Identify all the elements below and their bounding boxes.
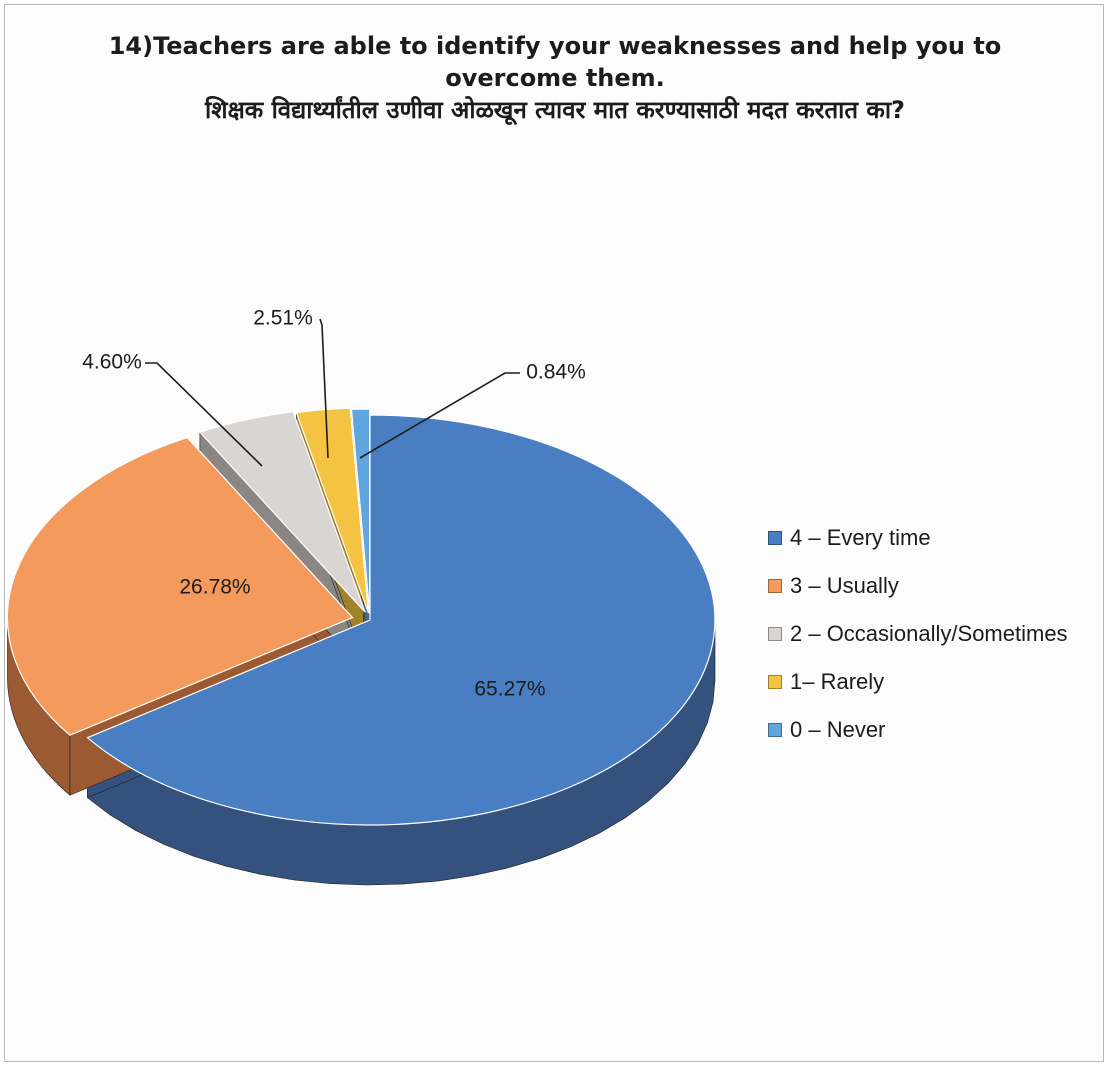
legend-item-1: 3 – Usually bbox=[768, 562, 1068, 610]
legend-label-1: 3 – Usually bbox=[790, 573, 899, 598]
legend-swatch-4 bbox=[768, 723, 782, 737]
leader-line-4 bbox=[359, 372, 520, 459]
legend-item-3: 1– Rarely bbox=[768, 658, 1068, 706]
chart-title: 14)Teachers are able to identify your we… bbox=[60, 30, 1050, 126]
legend-label-3: 1– Rarely bbox=[790, 669, 885, 694]
legend-label-2: 2 – Occasionally/Sometimes bbox=[790, 621, 1068, 646]
legend-item-0: 4 – Every time bbox=[768, 514, 1068, 562]
legend-label-4: 0 – Never bbox=[790, 717, 886, 742]
legend-label-0: 4 – Every time bbox=[790, 525, 931, 550]
legend-swatch-3 bbox=[768, 675, 782, 689]
slice-3-top bbox=[295, 407, 370, 614]
slice-4-top bbox=[350, 408, 371, 615]
chart-legend: 4 – Every time 3 – Usually 2 – Occasionall… bbox=[768, 514, 1068, 754]
data-label-4: 0.84% bbox=[526, 361, 586, 384]
data-label-3: 2.51% bbox=[253, 307, 313, 330]
legend-item-4: 0 – Never bbox=[768, 706, 1068, 754]
pie-tops bbox=[6, 407, 716, 826]
data-label-2: 4.60% bbox=[82, 351, 142, 374]
data-label-0: 65.27% bbox=[474, 678, 545, 701]
chart-title-marathi: शिक्षक विद्यार्थ्यांतील उणीवा ओळखून त्या… bbox=[205, 96, 905, 124]
slice-1-top bbox=[6, 436, 354, 736]
legend-item-2: 2 – Occasionally/Sometimes bbox=[768, 610, 1068, 658]
slice-2-top bbox=[198, 411, 366, 613]
slice-0-top bbox=[86, 414, 716, 826]
legend-swatch-1 bbox=[768, 579, 782, 593]
legend-swatch-2 bbox=[768, 627, 782, 641]
leader-line-2 bbox=[145, 362, 263, 467]
data-label-1: 26.78% bbox=[179, 576, 250, 599]
legend-swatch-0 bbox=[768, 531, 782, 545]
leader-line-3 bbox=[319, 318, 329, 459]
chart-title-english: 14)Teachers are able to identify your we… bbox=[108, 32, 1002, 92]
